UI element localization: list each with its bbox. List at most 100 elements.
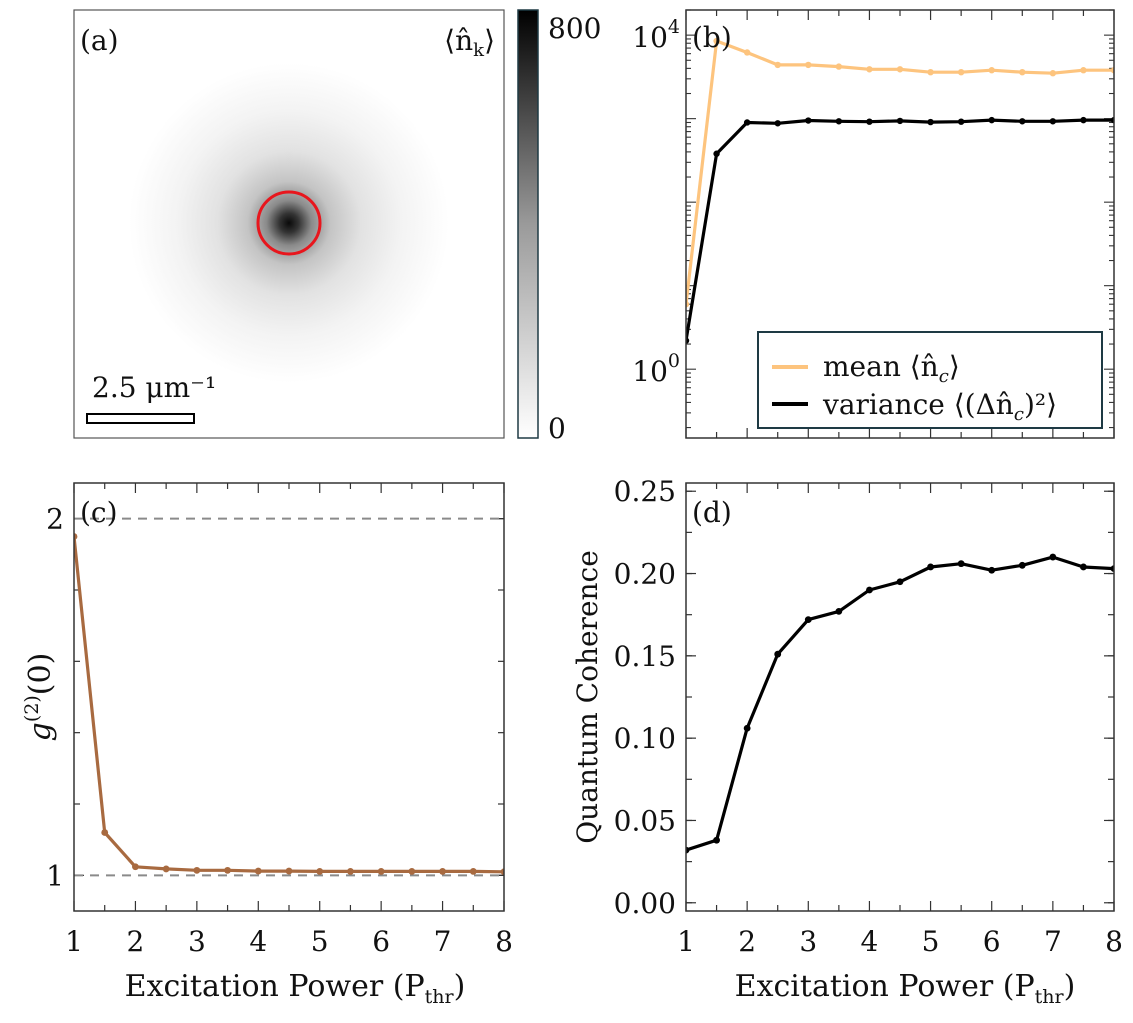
y-tick-label: 2 [46,503,64,536]
data-point-coherence [896,578,904,586]
data-point-variance [988,116,995,124]
data-point-coherence [713,836,720,844]
y-tick-label: 0.25 [614,475,676,508]
x-tick-label: 1 [65,925,83,958]
panel-b: 100 104 (b) mean ⟨n̂c⟩ variance ⟨(Δn̂c)²⟩ [632,9,1115,439]
panel-a-frame [73,9,505,439]
data-point-g2 [101,829,109,836]
x-tick-label: 7 [1044,925,1062,958]
scalebar-label: 2.5 μm⁻¹ [92,371,216,404]
legend-box [757,331,1103,429]
data-point-g2 [74,533,78,540]
x-tick-label: 6 [983,925,1001,958]
data-point-mean [866,66,873,73]
data-point-g2 [439,868,446,875]
panel-b-ticks [685,9,1115,438]
panel-a-label: (a) [80,24,119,57]
panel-d-label: (d) [692,496,732,529]
data-point-g2 [132,863,139,871]
data-point-coherence [957,560,965,568]
panel-b-label: (b) [692,21,732,54]
data-point-g2 [224,866,231,874]
y-tick-label: 0.00 [614,887,676,920]
panel-d-frame [685,482,1115,912]
data-point-mean [713,37,720,45]
y-tick-label: 0.05 [614,804,676,837]
panel-c-ylabel: g(2)(0) [21,653,58,742]
data-point-coherence [743,724,751,732]
x-tick-label: 5 [311,925,329,958]
colorbar-min-label: 0 [548,412,566,445]
data-point-mean [1019,68,1026,76]
data-point-g2 [285,867,293,875]
data-point-g2 [316,868,324,875]
data-point-coherence [835,608,843,615]
data-point-variance [713,150,720,157]
y-tick-label: 1 [46,859,64,892]
panel-d-ytick-labels: 0.00 0.05 0.10 0.15 0.20 0.25 [614,475,676,920]
panel-c-ytick-labels: 12 [46,503,64,893]
panel-d-series [686,553,1114,854]
data-point-mean [927,68,934,76]
data-point-coherence [1080,563,1087,571]
panel-d-xtick-labels: 1 2 3 4 5 6 7 8 [677,925,1123,958]
panel-d-ticks [685,483,1115,911]
y-tick-label: 0.15 [614,640,676,673]
panel-a-quantity: ⟨n̂k⟩ [444,24,495,61]
momentum-distribution-spot [129,63,449,383]
data-point-coherence [988,566,996,574]
y-tick-label: 104 [632,16,680,54]
data-point-mean [1110,67,1114,74]
y-tick-label: 100 [632,350,680,388]
data-point-variance [1019,118,1026,125]
data-point-g2 [162,865,170,873]
data-point-mean [743,49,751,56]
data-point-variance [1110,116,1114,124]
series-line-mean [686,39,1114,305]
x-tick-label: 4 [861,925,879,958]
data-point-variance [774,120,781,127]
x-tick-label: 7 [434,925,452,958]
data-point-g2 [347,868,354,875]
panel-a: (a) ⟨n̂k⟩ 2.5 μm⁻¹ 800 0 [73,9,601,445]
data-point-variance [896,117,904,125]
panel-b-series [686,37,1114,344]
panel-b-ytick-labels: 100 104 [632,16,680,388]
data-point-variance [1080,116,1087,124]
data-point-coherence [1049,553,1057,561]
data-point-mean [1080,67,1087,74]
x-tick-label: 2 [127,925,145,958]
x-tick-label: 8 [495,925,513,958]
data-point-mean [957,68,965,76]
data-point-variance [866,118,873,125]
series-line-g2 [74,536,504,874]
x-tick-label: 3 [799,925,817,958]
data-point-mean [988,67,995,74]
panel-c-label: (c) [80,496,118,529]
y-tick-label: 0.20 [614,558,676,591]
panel-c-reference-lines [74,517,504,877]
data-point-coherence [686,846,690,854]
x-tick-label: 8 [1105,925,1123,958]
data-point-g2 [408,868,416,875]
data-point-variance [835,118,843,125]
data-point-variance [686,337,690,344]
series-line-variance [686,118,1114,341]
data-point-variance [957,118,965,125]
panel-c-xtick-labels: 1 2 3 4 5 6 7 8 [65,925,513,958]
data-point-g2 [500,868,504,876]
legend-mean-label: mean ⟨n̂c⟩ [823,350,960,387]
legend-variance-label: variance ⟨(Δn̂c)²⟩ [822,388,1057,425]
series-line-coherence [686,555,1114,852]
data-point-mean [1049,70,1057,77]
data-point-coherence [774,650,782,658]
data-point-coherence [927,563,934,571]
panel-d-ylabel: Quantum Coherence [571,550,604,844]
data-point-g2 [469,868,477,875]
x-tick-label: 3 [188,925,206,958]
data-point-mean [835,63,843,70]
colorbar-max-label: 800 [548,12,601,45]
x-tick-label: 5 [922,925,940,958]
